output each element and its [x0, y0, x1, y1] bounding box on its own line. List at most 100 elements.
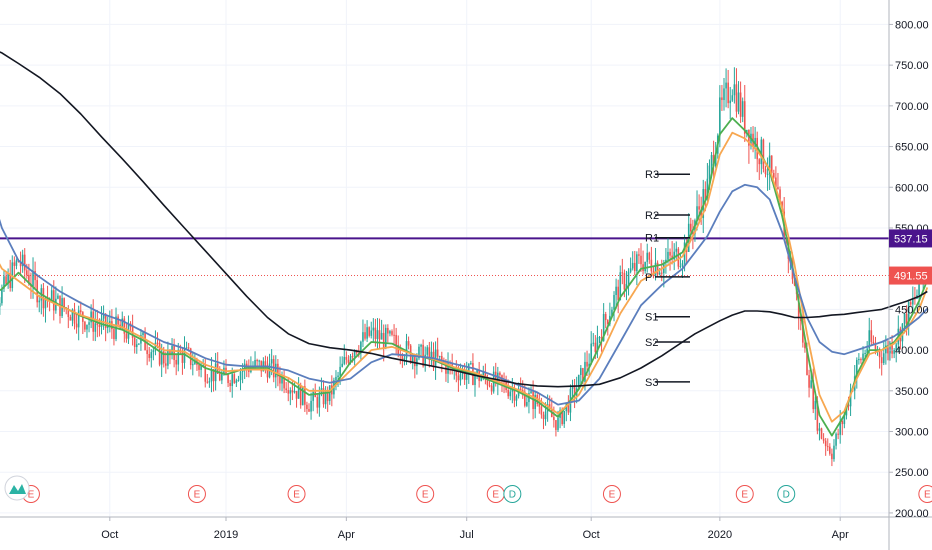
- candle-body: [912, 298, 914, 305]
- candle-body: [880, 357, 883, 364]
- event-marker[interactable]: [777, 485, 796, 503]
- y-tick-label: 650.00: [895, 142, 929, 154]
- candle-body: [534, 394, 536, 409]
- x-tick-label: Oct: [101, 529, 118, 541]
- candle-body: [289, 390, 292, 394]
- candle-body: [304, 386, 306, 405]
- candle-body: [866, 348, 868, 354]
- candle-body: [233, 374, 236, 383]
- candle-body: [277, 363, 279, 377]
- candle-body: [295, 391, 298, 399]
- candle-body: [21, 254, 24, 267]
- y-tick-label: 450.00: [895, 304, 929, 316]
- candle-body: [764, 168, 767, 175]
- candle-body: [254, 360, 256, 367]
- candle-body: [474, 375, 476, 385]
- candle-body: [526, 402, 528, 406]
- moving-average-line[interactable]: [0, 117, 929, 437]
- event-marker-label: E: [422, 490, 429, 501]
- candle-body: [667, 251, 669, 260]
- candle-body: [770, 155, 773, 174]
- candle-body: [125, 333, 128, 339]
- candle-body: [808, 375, 810, 388]
- candle-body: [123, 318, 126, 334]
- price-label-text: 537.15: [894, 233, 928, 245]
- event-marker-label: D: [509, 490, 516, 501]
- event-marker-label: E: [924, 490, 931, 501]
- candle-body: [353, 350, 356, 357]
- candle-body: [544, 411, 547, 420]
- candle-body: [19, 261, 22, 267]
- candle-body: [200, 365, 202, 370]
- candle-body: [841, 421, 844, 425]
- candle-body: [775, 177, 777, 188]
- candle-body: [631, 262, 634, 269]
- moving-average-line[interactable]: [0, 131, 929, 423]
- candle-body: [509, 391, 512, 397]
- event-marker[interactable]: [287, 485, 306, 503]
- candle-body: [835, 433, 837, 446]
- candle-body: [218, 373, 221, 381]
- event-marker-label: E: [741, 490, 748, 501]
- candle-body: [692, 231, 694, 235]
- pivot-label: R3: [645, 169, 659, 181]
- candle-body: [52, 290, 55, 311]
- event-marker[interactable]: [416, 485, 435, 503]
- candle-body: [822, 438, 825, 441]
- candle-body: [706, 178, 709, 201]
- candle-body: [192, 364, 194, 366]
- candle-body: [714, 153, 717, 167]
- candle-body: [77, 310, 80, 328]
- candle-body: [646, 252, 649, 262]
- candle-body: [690, 223, 692, 232]
- candle-body: [283, 375, 285, 389]
- candle-body: [362, 332, 364, 342]
- event-marker[interactable]: [602, 485, 621, 503]
- candle-body: [739, 92, 742, 117]
- candle-body: [858, 359, 860, 361]
- candle-body: [341, 363, 343, 367]
- moving-average-line[interactable]: [0, 45, 928, 388]
- event-marker[interactable]: [503, 485, 522, 503]
- candle-body: [594, 342, 597, 352]
- event-marker-label: E: [293, 490, 300, 501]
- candle-body: [820, 428, 823, 439]
- horizontal-line[interactable]: [0, 237, 889, 277]
- event-marker[interactable]: [918, 485, 932, 503]
- candle-body: [430, 351, 433, 358]
- candle-body: [748, 129, 750, 146]
- candle-body: [633, 262, 636, 272]
- candle-body: [891, 343, 893, 354]
- candle-body: [73, 309, 76, 324]
- candle-body: [519, 388, 522, 391]
- pivot-label: R1: [645, 233, 659, 245]
- event-marker[interactable]: [735, 485, 754, 503]
- candle-body: [762, 139, 765, 169]
- moving-average-line[interactable]: [0, 161, 928, 406]
- event-marker[interactable]: [187, 485, 206, 503]
- candle-body: [142, 332, 144, 335]
- candle-body: [760, 139, 763, 165]
- candle-body: [623, 273, 626, 290]
- candle-body: [360, 341, 362, 354]
- candle-body: [206, 381, 209, 383]
- candle-body: [824, 440, 827, 447]
- candle-body: [38, 300, 41, 303]
- candle-body: [167, 350, 169, 366]
- candle-body: [443, 361, 445, 363]
- x-tick-label: Apr: [338, 529, 355, 541]
- candle-body: [607, 320, 609, 325]
- y-tick-label: 750.00: [895, 60, 929, 72]
- candle-body: [538, 403, 541, 407]
- price-label-text: 491.55: [894, 271, 928, 283]
- candle-body: [393, 334, 395, 336]
- candle-body: [187, 347, 190, 349]
- candle-body: [426, 347, 429, 355]
- candle-body: [829, 446, 831, 454]
- candle-body: [266, 366, 269, 378]
- candle-body: [100, 318, 103, 327]
- candle-body: [7, 273, 9, 284]
- tradingview-logo-icon[interactable]: [4, 475, 30, 501]
